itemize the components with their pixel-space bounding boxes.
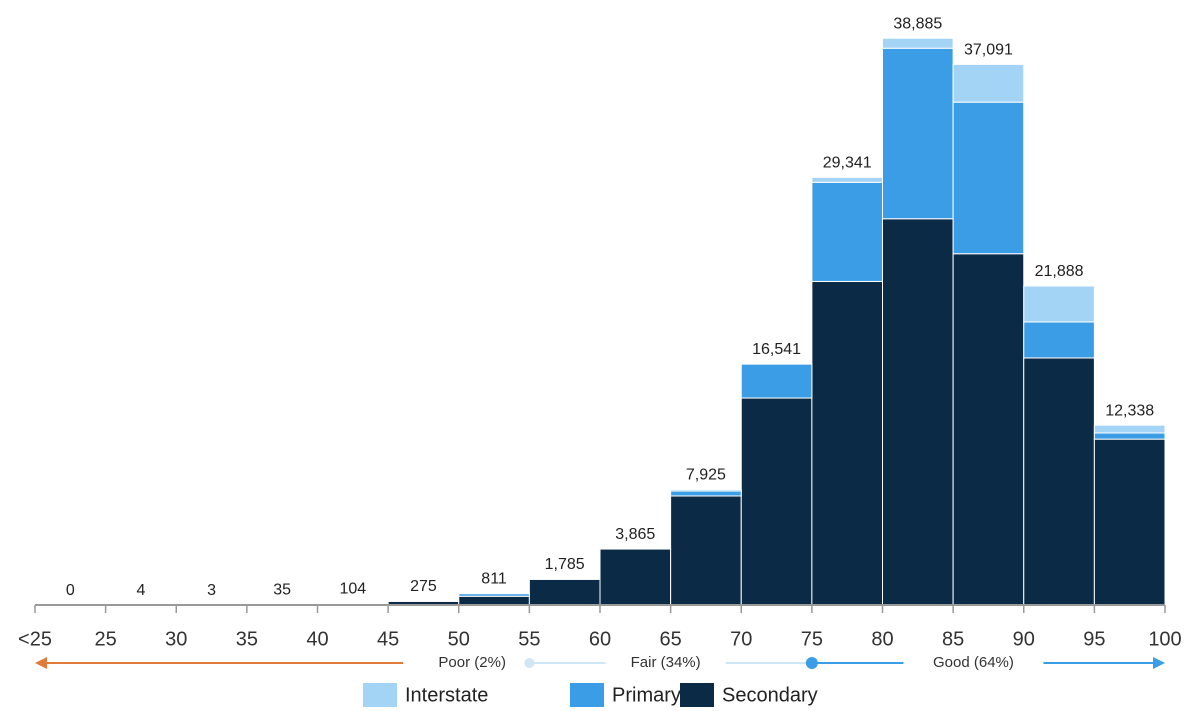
x-tick-label: 30 — [165, 628, 187, 650]
x-tick-label: 100 — [1148, 628, 1181, 650]
bar-segment — [952, 101, 1025, 255]
total-label: 35 — [273, 582, 291, 599]
x-tick-label: 50 — [448, 628, 470, 650]
total-label: 275 — [410, 578, 437, 595]
legend-label: Interstate — [405, 684, 488, 706]
bar-segment — [882, 218, 954, 606]
legend-label: Secondary — [722, 684, 818, 706]
legend-swatch — [363, 683, 397, 707]
total-label: 7,925 — [686, 467, 726, 484]
legend-label: Primary — [612, 684, 681, 706]
total-label: 21,888 — [1035, 263, 1084, 280]
band-label: Good (64%) — [933, 654, 1014, 671]
bar-segment — [1023, 285, 1095, 323]
bar-segment — [1023, 357, 1095, 606]
band-arrow — [35, 657, 47, 669]
x-tick-label: <25 — [18, 628, 52, 650]
band-arrow — [1153, 657, 1165, 669]
bar-segment — [952, 63, 1025, 103]
total-label: 29,341 — [823, 155, 872, 172]
total-label: 104 — [339, 581, 366, 598]
bar-segment — [882, 37, 954, 49]
x-tick-label: 25 — [95, 628, 117, 650]
total-label: 12,338 — [1105, 402, 1154, 419]
x-tick-label: 75 — [801, 628, 823, 650]
total-label: 4 — [136, 582, 145, 599]
legend-swatch — [680, 683, 714, 707]
total-label: 3,865 — [615, 526, 655, 543]
band-dot — [524, 658, 535, 668]
bar-segment — [1093, 438, 1166, 606]
bar-segment — [458, 595, 530, 606]
total-label: 811 — [481, 570, 507, 587]
bar-segment — [599, 548, 672, 606]
total-label: 16,541 — [752, 341, 801, 358]
bar-segment — [811, 176, 883, 183]
x-tick-label: 85 — [942, 628, 964, 650]
bar-segment — [952, 253, 1025, 606]
x-tick-label: 90 — [1013, 628, 1035, 650]
x-tick-label: 35 — [236, 628, 258, 650]
x-tick-label: 60 — [589, 628, 611, 650]
bar-segment — [740, 363, 813, 399]
bar-segment — [528, 578, 601, 606]
bar-segment — [811, 280, 883, 606]
bar-segment — [740, 397, 813, 606]
x-tick-label: 80 — [871, 628, 893, 650]
bar-segment — [670, 495, 742, 606]
total-label: 3 — [207, 582, 216, 599]
bar-segment — [811, 181, 883, 282]
band-label: Fair (34%) — [631, 654, 701, 671]
band-label: Poor (2%) — [438, 654, 506, 671]
x-tick-label: 65 — [660, 628, 682, 650]
total-label: 38,885 — [893, 15, 942, 32]
x-tick-label: 70 — [730, 628, 752, 650]
bar-segment — [1093, 432, 1166, 440]
total-label: 1,785 — [545, 556, 585, 573]
x-tick-label: 95 — [1083, 628, 1105, 650]
bar-segment — [670, 490, 742, 497]
x-tick-label: 55 — [518, 628, 540, 650]
total-label: 37,091 — [964, 42, 1013, 59]
bar-segment — [670, 488, 742, 492]
x-tick-label: 40 — [306, 628, 328, 650]
total-label: 0 — [66, 582, 75, 599]
legend-swatch — [570, 683, 604, 707]
x-tick-label: 45 — [377, 628, 399, 650]
bar-segment — [1023, 321, 1095, 359]
bar-segment — [882, 47, 954, 220]
bar-segment — [1093, 424, 1166, 434]
band-dot — [805, 657, 818, 669]
